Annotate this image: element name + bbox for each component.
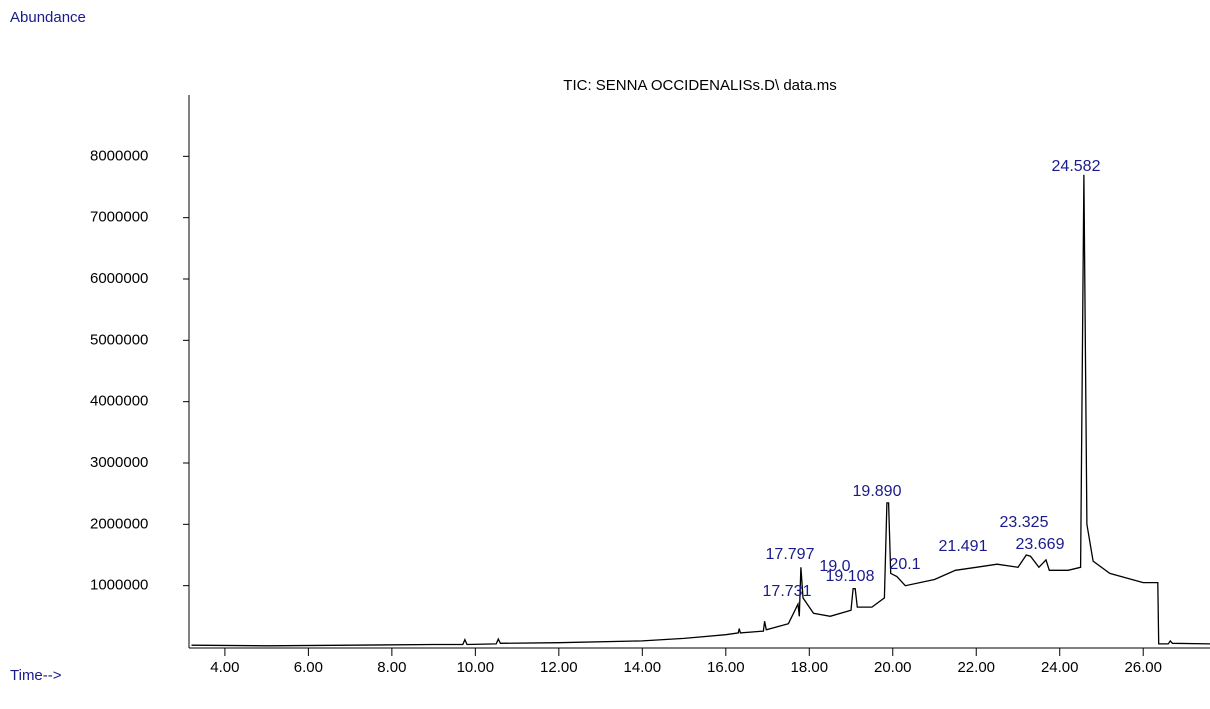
peak-label: 23.669: [1016, 536, 1065, 553]
x-tick-label: 10.00: [457, 659, 495, 676]
x-tick-label: 22.00: [957, 659, 995, 676]
x-tick-label: 20.00: [874, 659, 912, 676]
y-tick-label: 1000000: [90, 577, 148, 594]
peak-label: 21.491: [939, 538, 988, 555]
trace: [191, 174, 1210, 647]
x-tick-label: 24.00: [1041, 659, 1079, 676]
x-tick-label: 18.00: [791, 659, 829, 676]
peak-label: 19.890: [853, 483, 902, 500]
x-tick-label: 14.00: [624, 659, 662, 676]
peak-label: 20.1: [889, 556, 920, 573]
y-tick-label: 4000000: [90, 393, 148, 410]
y-tick-label: 2000000: [90, 515, 148, 532]
y-axis-label: Abundance: [10, 9, 86, 26]
y-tick-label: 6000000: [90, 270, 148, 287]
peak-label: 19.108: [826, 568, 875, 585]
peak-label: 17.731: [763, 583, 812, 600]
x-tick-label: 26.00: [1124, 659, 1162, 676]
peak-label: 24.582: [1052, 158, 1101, 175]
x-tick-label: 12.00: [540, 659, 578, 676]
x-tick-label: 8.00: [377, 659, 406, 676]
y-tick-label: 8000000: [90, 147, 148, 164]
y-tick-label: 3000000: [90, 454, 148, 471]
chart-title: TIC: SENNA OCCIDENALISs.D\ data.ms: [563, 77, 836, 94]
x-tick-label: 6.00: [294, 659, 323, 676]
x-axis-label: Time-->: [10, 667, 62, 684]
y-tick-label: 7000000: [90, 209, 148, 226]
x-tick-label: 4.00: [210, 659, 239, 676]
peak-label: 19.0: [819, 558, 850, 575]
peak-label: 23.325: [1000, 514, 1049, 531]
y-tick-label: 5000000: [90, 331, 148, 348]
peak-label: 17.797: [766, 546, 815, 563]
x-tick-label: 16.00: [707, 659, 745, 676]
